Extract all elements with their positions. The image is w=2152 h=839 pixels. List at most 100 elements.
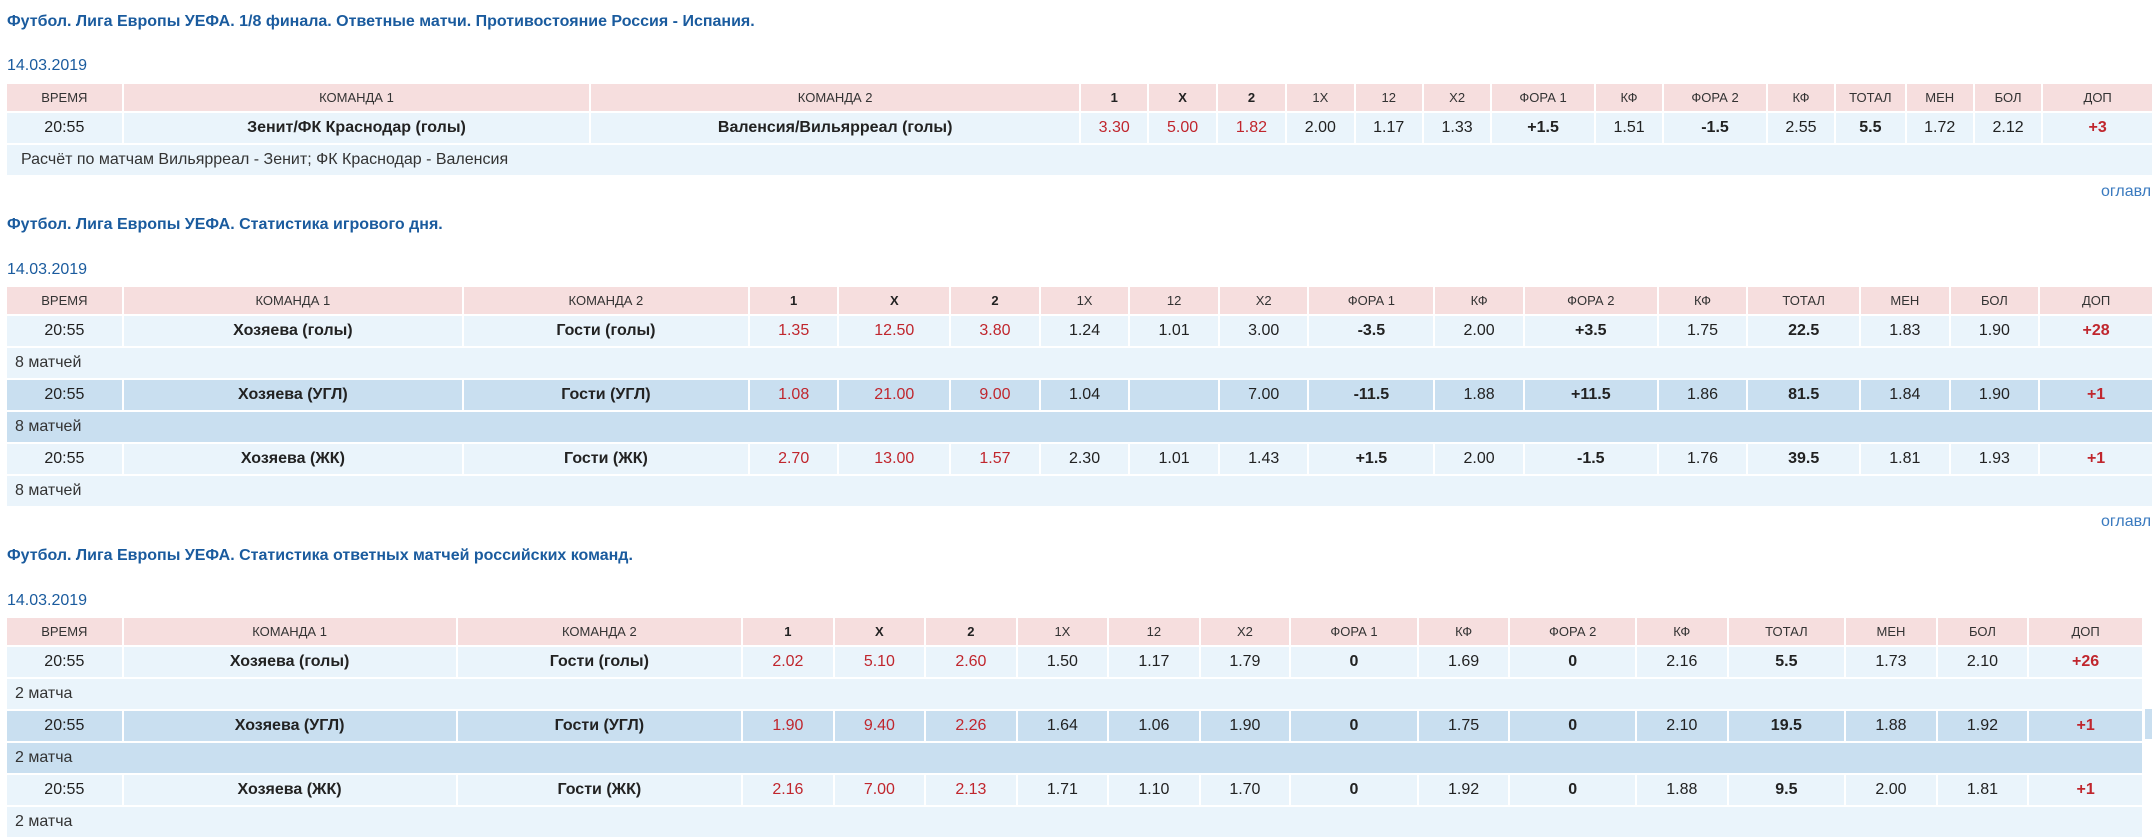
odd-win1[interactable]: 1.35 [749,316,838,348]
odd-handicap2[interactable]: 2.10 [1637,711,1727,743]
odd-12[interactable]: 1.06 [1109,711,1199,743]
section-title[interactable]: Футбол. Лига Европы УЕФА. Статистика игр… [7,216,443,233]
odd-win2[interactable]: 2.13 [926,775,1016,807]
event-team2: Валенсия/Вильярреал (голы) [591,113,1080,145]
odd-handicap2[interactable]: 2.16 [1637,647,1727,679]
odd-over[interactable]: 1.93 [1950,444,2039,476]
odd-draw[interactable]: 5.10 [834,647,925,679]
odd-win1[interactable]: 2.70 [749,444,838,476]
odd-handicap1[interactable]: 2.00 [1435,444,1523,476]
odd-draw[interactable]: 7.00 [834,775,925,807]
odd-under[interactable]: 1.73 [1846,647,1936,679]
extra-markets-link[interactable]: +26 [2029,647,2142,679]
odd-under[interactable]: 1.84 [1861,380,1949,412]
extra-markets-link[interactable]: +1 [2040,380,2152,412]
odd-x2[interactable]: 1.43 [1219,444,1308,476]
odd-handicap2[interactable]: 1.86 [1658,380,1747,412]
odd-12[interactable]: 1.17 [1109,647,1199,679]
odd-win2[interactable]: 2.60 [926,647,1016,679]
odd-handicap2[interactable]: 2.55 [1767,113,1835,145]
table-header-row: ВРЕМЯ КОМАНДА 1 КОМАНДА 2 1 X 2 1X 12 X2… [7,84,2152,113]
odd-12[interactable]: 1.01 [1130,444,1218,476]
odd-over[interactable]: 1.90 [1950,380,2039,412]
odd-under[interactable]: 2.00 [1846,775,1936,807]
event-team1: Хозяева (ЖК) [123,775,456,807]
handicap1-value: 0 [1291,775,1417,807]
odd-over[interactable]: 1.81 [1937,775,2028,807]
odd-1x[interactable]: 1.64 [1017,711,1108,743]
handicap2-value: -1.5 [1664,113,1766,145]
odd-1x[interactable]: 2.30 [1040,444,1129,476]
odd-1x[interactable]: 1.50 [1017,647,1108,679]
odd-draw[interactable]: 13.00 [839,444,950,476]
extra-markets-link[interactable]: +28 [2040,316,2152,348]
odd-under[interactable]: 1.81 [1861,444,1949,476]
odd-handicap2[interactable]: 1.76 [1658,444,1747,476]
odd-over[interactable]: 2.10 [1937,647,2028,679]
odd-x2[interactable]: 1.70 [1200,775,1290,807]
odd-12[interactable]: 1.17 [1355,113,1422,145]
odd-draw[interactable]: 5.00 [1149,113,1216,145]
odd-draw[interactable]: 9.40 [834,711,925,743]
odd-1x[interactable]: 2.00 [1287,113,1354,145]
odd-win2[interactable]: 2.26 [926,711,1016,743]
odd-win2[interactable]: 3.80 [951,316,1039,348]
odd-handicap2[interactable]: 1.88 [1637,775,1727,807]
odd-1x[interactable]: 1.24 [1040,316,1129,348]
odd-handicap1[interactable]: 2.00 [1435,316,1523,348]
extra-markets-link[interactable]: +1 [2029,775,2142,807]
odd-win2[interactable]: 1.82 [1217,113,1286,145]
odd-win2[interactable]: 9.00 [951,380,1039,412]
odd-draw[interactable]: 21.00 [839,380,950,412]
odds-table: ВРЕМЯ КОМАНДА 1 КОМАНДА 2 1 X 2 1X 12 X2… [5,287,2152,508]
odd-x2[interactable]: 3.00 [1219,316,1308,348]
extra-markets-link[interactable]: +3 [2043,113,2152,145]
header-win2: 2 [1217,84,1286,113]
odd-handicap1[interactable]: 1.51 [1595,113,1663,145]
odd-handicap1[interactable]: 1.88 [1435,380,1523,412]
odd-x2[interactable]: 1.33 [1423,113,1491,145]
odd-win1[interactable]: 1.08 [749,380,838,412]
odd-over[interactable]: 2.12 [1974,113,2042,145]
odd-handicap2[interactable]: 1.75 [1658,316,1747,348]
odd-win1[interactable]: 2.02 [743,647,833,679]
header-team2: КОМАНДА 2 [463,287,748,316]
odd-win1[interactable]: 1.90 [743,711,833,743]
odd-draw[interactable]: 12.50 [839,316,950,348]
event-team1: Зенит/ФК Краснодар (голы) [123,113,590,145]
event-row: 20:55 Хозяева (голы) Гости (голы) 1.35 1… [7,316,2152,348]
total-value: 5.5 [1728,647,1845,679]
section-title[interactable]: Футбол. Лига Европы УЕФА. Статистика отв… [7,547,633,564]
odd-12[interactable]: 1.10 [1109,775,1199,807]
header-draw: X [834,618,925,647]
odd-win1[interactable]: 3.30 [1081,113,1148,145]
header-total: ТОТАЛ [1748,287,1860,316]
toc-link[interactable]: оглавл [2101,183,2152,200]
extra-markets-link[interactable]: +1 [2040,444,2152,476]
odd-1x[interactable]: 1.71 [1017,775,1108,807]
odd-under[interactable]: 1.88 [1846,711,1936,743]
odd-win2[interactable]: 1.57 [951,444,1039,476]
extra-markets-link[interactable]: +1 [2029,711,2142,743]
header-total: ТОТАЛ [1728,618,1845,647]
handicap2-value: 0 [1510,775,1636,807]
odd-under[interactable]: 1.72 [1906,113,1973,145]
odd-over[interactable]: 1.92 [1937,711,2028,743]
odd-over[interactable]: 1.90 [1950,316,2039,348]
header-under: МЕН [1906,84,1973,113]
toc-link[interactable]: оглавл [2101,513,2152,530]
odd-x2[interactable]: 1.79 [1200,647,1290,679]
odd-win1[interactable]: 2.16 [743,775,833,807]
odd-handicap1[interactable]: 1.92 [1418,775,1509,807]
odd-handicap1[interactable]: 1.69 [1418,647,1509,679]
header-total: ТОТАЛ [1836,84,1905,113]
section-title[interactable]: Футбол. Лига Европы УЕФА. 1/8 финала. От… [7,13,755,30]
odd-handicap1[interactable]: 1.75 [1418,711,1509,743]
odd-1x[interactable]: 1.04 [1040,380,1129,412]
odd-12[interactable]: 1.01 [1130,316,1218,348]
odd-under[interactable]: 1.83 [1861,316,1949,348]
odd-12[interactable] [1130,380,1218,412]
event-note-row: 8 матчей [7,476,2152,508]
odd-x2[interactable]: 7.00 [1219,380,1308,412]
odd-x2[interactable]: 1.90 [1200,711,1290,743]
